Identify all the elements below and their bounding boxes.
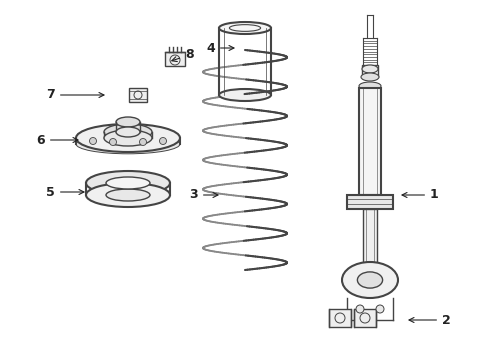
- Text: 6: 6: [36, 134, 78, 147]
- Text: 4: 4: [206, 41, 234, 54]
- Ellipse shape: [76, 124, 180, 152]
- Ellipse shape: [361, 73, 379, 81]
- Ellipse shape: [106, 177, 150, 189]
- Circle shape: [160, 138, 167, 144]
- Circle shape: [376, 305, 384, 313]
- Bar: [165, 52, 185, 66]
- Ellipse shape: [116, 127, 140, 137]
- Ellipse shape: [342, 262, 398, 298]
- Text: 2: 2: [409, 314, 451, 327]
- Circle shape: [90, 138, 97, 144]
- Text: 5: 5: [46, 185, 84, 198]
- Text: 3: 3: [189, 189, 218, 202]
- Text: 1: 1: [402, 189, 439, 202]
- Bar: [354, 309, 376, 327]
- Ellipse shape: [104, 124, 152, 140]
- Text: 8: 8: [172, 49, 194, 62]
- Bar: [347, 195, 393, 209]
- Circle shape: [109, 139, 117, 145]
- Ellipse shape: [362, 65, 378, 73]
- Ellipse shape: [76, 134, 180, 154]
- Text: 7: 7: [46, 89, 104, 102]
- Bar: [363, 209, 377, 268]
- Ellipse shape: [86, 183, 170, 207]
- Bar: [362, 65, 378, 77]
- Ellipse shape: [359, 82, 381, 90]
- Ellipse shape: [104, 130, 152, 146]
- Bar: [359, 88, 381, 195]
- Ellipse shape: [219, 89, 271, 101]
- Ellipse shape: [86, 171, 170, 195]
- Ellipse shape: [219, 22, 271, 34]
- Ellipse shape: [116, 117, 140, 127]
- Ellipse shape: [357, 272, 383, 288]
- Bar: [329, 309, 351, 327]
- Circle shape: [356, 305, 364, 313]
- Ellipse shape: [106, 189, 150, 201]
- Circle shape: [140, 139, 147, 145]
- Bar: [129, 88, 147, 102]
